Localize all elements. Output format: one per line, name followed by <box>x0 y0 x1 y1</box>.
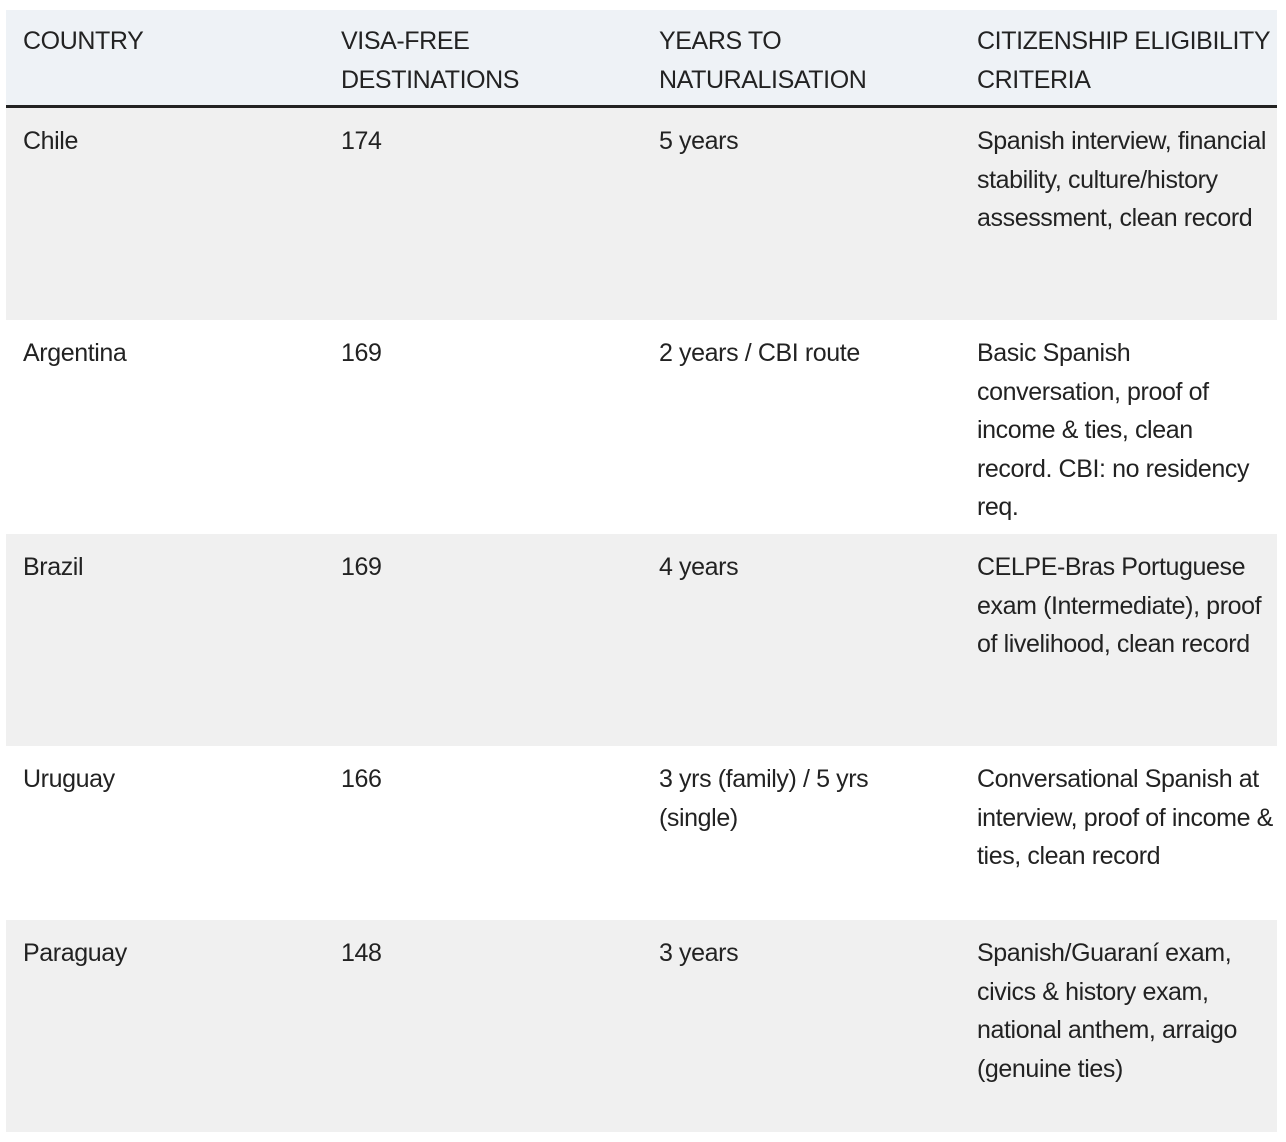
table: COUNTRY VISA-FREE DESTINATIONS YEARS TO NA… <box>6 10 1277 1132</box>
header-cell: VISA-FREE DESTINATIONS <box>341 27 520 94</box>
table-row: Argentina 169 2 years / CBI route Basic Spa… <box>6 320 1277 534</box>
table-cell: 174 <box>341 127 382 155</box>
table-cell: 3 years <box>659 939 739 967</box>
table-cell: Uruguay <box>23 765 115 793</box>
table-cell: Conversational Spanish at interview, pro… <box>977 765 1273 870</box>
table-row: Uruguay 166 3 yrs (family) / 5 yrs (single… <box>6 746 1277 920</box>
header-row: COUNTRY VISA-FREE DESTINATIONS YEARS TO NA… <box>6 10 1277 108</box>
table-row: Brazil 169 4 years CELPE-Bras Portuguese ex… <box>6 534 1277 746</box>
header-cell: CITIZENSHIP ELIGIBILITY CRITERIA <box>977 27 1270 94</box>
header-cell: COUNTRY <box>23 27 144 55</box>
table-cell: Argentina <box>23 339 127 367</box>
table-cell: 169 <box>341 339 382 367</box>
table-cell: 166 <box>341 765 382 793</box>
table-cell: Spanish/Guaraní exam, civics & history e… <box>977 939 1238 1083</box>
table-row: Chile 174 5 years Spanish interview, financ… <box>6 108 1277 320</box>
table-cell: CELPE-Bras Portuguese exam (Intermediate… <box>977 553 1262 658</box>
table-cell: Brazil <box>23 553 84 581</box>
table-cell: 5 years <box>659 127 739 155</box>
table-cell: 169 <box>341 553 382 581</box>
table-row: Paraguay 148 3 years Spanish/Guaraní exam, … <box>6 920 1277 1132</box>
table-cell: Spanish interview, financial stability, … <box>977 127 1266 232</box>
table-cell: 2 years / CBI route <box>659 339 860 367</box>
header-cell: YEARS TO NATURALISATION <box>659 27 867 94</box>
table-cell: 4 years <box>659 553 739 581</box>
table-cell: 3 yrs (family) / 5 yrs (single) <box>659 765 869 832</box>
table-cell: Basic Spanish conversation, proof of inc… <box>977 339 1250 521</box>
table-cell: Paraguay <box>23 939 127 967</box>
table-cell: Chile <box>23 127 78 155</box>
table-cell: 148 <box>341 939 382 967</box>
